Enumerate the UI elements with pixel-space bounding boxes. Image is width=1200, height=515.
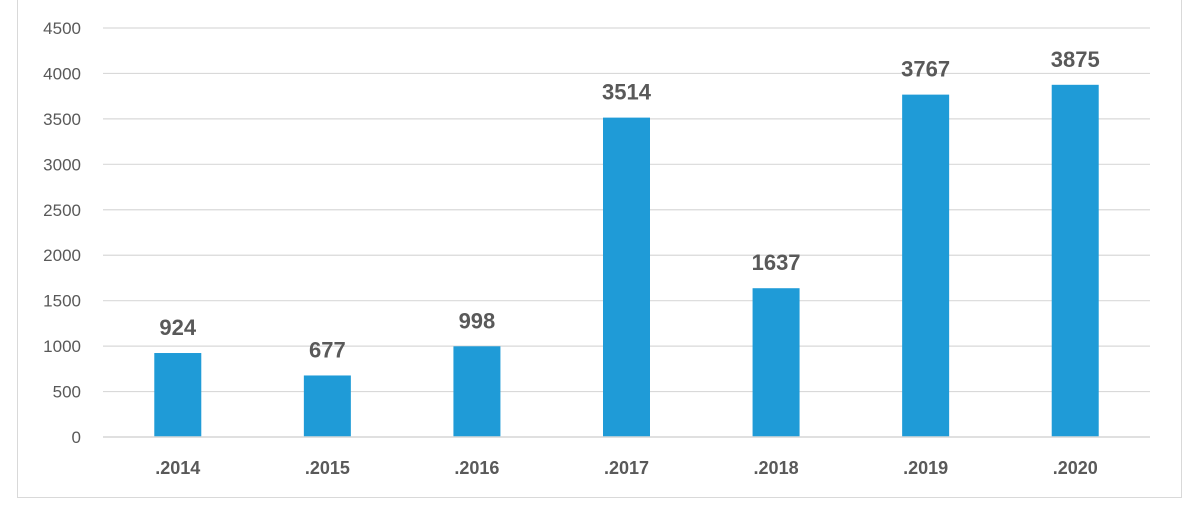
y-tick-label: 500 [53, 383, 81, 402]
y-tick-label: 3500 [43, 110, 81, 129]
y-tick-label: 4000 [43, 64, 81, 83]
data-label: 677 [309, 337, 346, 362]
y-tick-label: 2000 [43, 246, 81, 265]
x-tick-label: .2020 [1053, 458, 1098, 478]
y-tick-label: 1000 [43, 337, 81, 356]
bar-2014 [154, 353, 202, 437]
data-label: 3875 [1051, 47, 1100, 72]
y-tick-label: 4500 [43, 19, 81, 38]
x-tick-label: .2019 [903, 458, 948, 478]
x-tick-label: .2017 [604, 458, 649, 478]
x-tick-label: .2018 [754, 458, 799, 478]
y-tick-label: 3000 [43, 155, 81, 174]
bar-2018 [752, 288, 800, 437]
bar-2020 [1051, 84, 1099, 438]
data-label: 3514 [602, 80, 652, 105]
x-tick-label: .2015 [305, 458, 350, 478]
bar-2015 [303, 375, 351, 437]
y-tick-label: 1500 [43, 292, 81, 311]
data-label: 1637 [752, 250, 801, 275]
x-tick-label: .2014 [155, 458, 200, 478]
chart-frame [17, 0, 1182, 498]
y-tick-label: 2500 [43, 201, 81, 220]
data-label: 924 [159, 315, 196, 340]
data-label: 998 [459, 308, 496, 333]
x-tick-label: .2016 [454, 458, 499, 478]
bar-2016 [453, 346, 501, 437]
data-label: 3767 [901, 57, 950, 82]
y-tick-label: 0 [72, 428, 81, 447]
bar-2019 [902, 94, 950, 438]
bar-2017 [603, 117, 650, 437]
